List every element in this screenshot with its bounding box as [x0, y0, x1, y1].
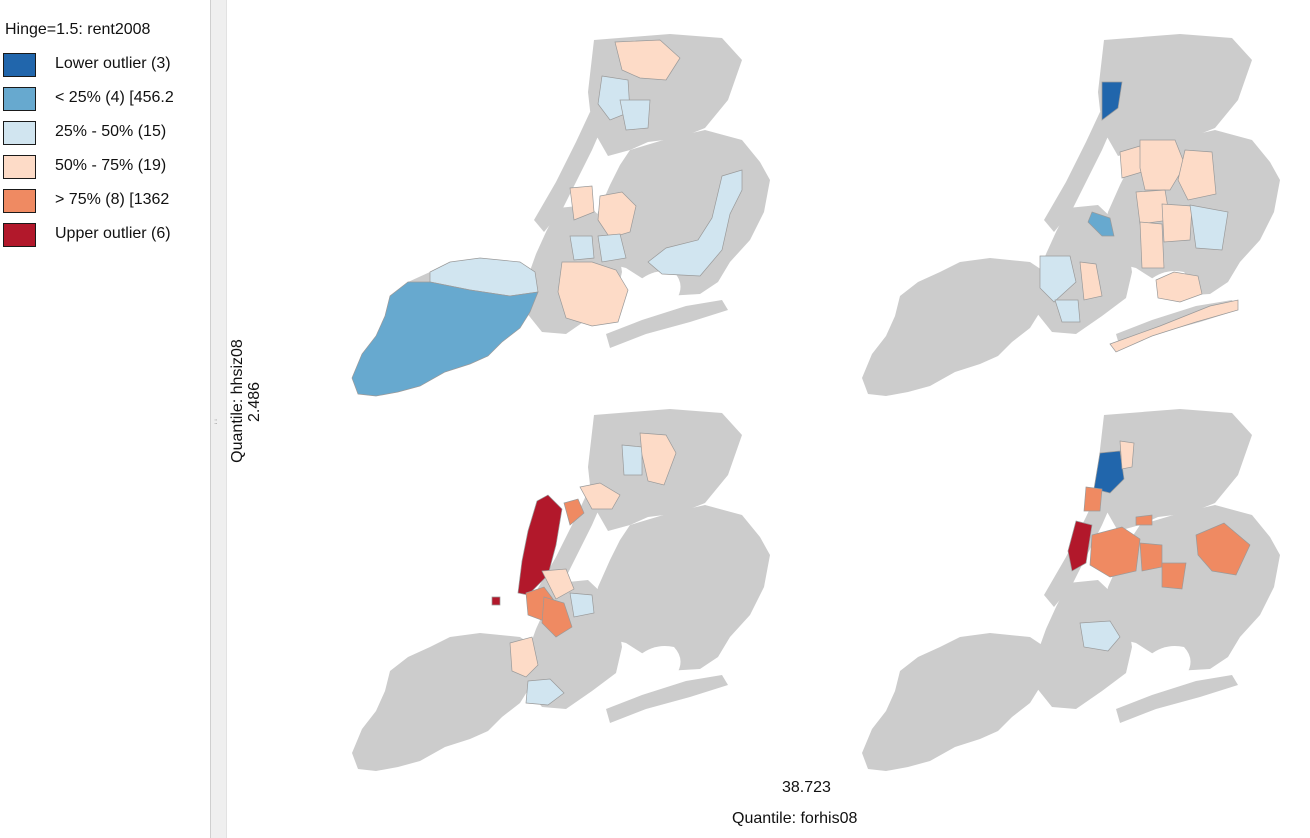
x-axis-label: Quantile: forhis08: [732, 810, 858, 827]
legend-swatch-upper-outlier: [3, 223, 36, 247]
legend-panel: Hinge=1.5: rent2008 Lower outlier (3) < …: [0, 0, 210, 838]
legend-label-lower-outlier: Lower outlier (3): [55, 55, 171, 72]
legend-swatch-lower-outlier: [3, 53, 36, 77]
map-canvas[interactable]: 38.723 Quantile: forhis08 2.486 Quantile…: [227, 0, 1310, 838]
district-bottom-left-11[interactable]: [491, 596, 501, 606]
district-top-right-7[interactable]: [1189, 204, 1229, 251]
district-top-right-12[interactable]: [1109, 299, 1239, 353]
district-bottom-right-1[interactable]: [1119, 440, 1135, 470]
district-top-left-5[interactable]: [569, 185, 595, 221]
district-top-right-6[interactable]: [1161, 203, 1193, 243]
legend-label-above-75: > 75% (8) [1362: [55, 191, 170, 208]
district-bottom-right-4[interactable]: [1089, 526, 1141, 578]
district-top-left-6[interactable]: [597, 191, 637, 239]
district-top-right-9[interactable]: [1039, 255, 1077, 303]
y-axis-label: Quantile: hhsiz08: [229, 339, 246, 463]
district-bottom-left-8[interactable]: [569, 592, 595, 618]
district-bottom-right-8[interactable]: [1195, 522, 1251, 576]
panel-splitter[interactable]: ::: [210, 0, 227, 838]
district-bottom-right-3[interactable]: [1067, 520, 1093, 572]
district-bottom-left-1[interactable]: [563, 498, 585, 526]
map-panel-top-right[interactable]: [862, 34, 1280, 396]
map-panels-svg[interactable]: [227, 0, 1310, 838]
district-bottom-right-6[interactable]: [1161, 562, 1187, 590]
legend-item-25-50[interactable]: 25% - 50% (15): [3, 121, 210, 149]
district-top-right-3[interactable]: [1139, 139, 1186, 191]
district-bottom-right-7[interactable]: [1135, 514, 1153, 526]
district-top-right-13[interactable]: [1155, 271, 1203, 303]
district-top-left-7[interactable]: [597, 233, 627, 263]
district-top-right-0[interactable]: [1101, 81, 1123, 121]
district-bottom-right-2[interactable]: [1083, 486, 1103, 512]
district-top-right-4[interactable]: [1177, 149, 1217, 201]
legend-item-lower-outlier[interactable]: Lower outlier (3): [3, 53, 210, 81]
district-bottom-left-3[interactable]: [621, 444, 643, 476]
legend-swatch-below-25: [3, 87, 36, 111]
district-bottom-right-9[interactable]: [1079, 620, 1121, 652]
district-bottom-left-0[interactable]: [517, 494, 563, 596]
legend-title: Hinge=1.5: rent2008: [5, 21, 151, 38]
y-axis-break-value: 2.486: [246, 381, 263, 423]
district-top-right-1[interactable]: [1087, 211, 1115, 237]
x-axis-break-value: 38.723: [782, 779, 831, 796]
district-bottom-right-5[interactable]: [1139, 542, 1163, 572]
district-bottom-left-2[interactable]: [579, 482, 621, 510]
district-bottom-left-9[interactable]: [509, 636, 539, 678]
splitter-grip-icon: ::: [214, 417, 218, 426]
legend-swatch-25-50: [3, 121, 36, 145]
legend-swatch-above-75: [3, 189, 36, 213]
legend-label-25-50: 25% - 50% (15): [55, 123, 167, 140]
legend-label-50-75: 50% - 75% (19): [55, 157, 167, 174]
district-bottom-left-7[interactable]: [541, 568, 575, 600]
legend-item-above-75[interactable]: > 75% (8) [1362: [3, 189, 210, 217]
district-top-right-8[interactable]: [1139, 221, 1165, 269]
legend-item-below-25[interactable]: < 25% (4) [456.2: [3, 87, 210, 115]
map-panel-top-left[interactable]: [351, 34, 770, 397]
map-panel-bottom-right[interactable]: [862, 409, 1280, 771]
district-bottom-left-4[interactable]: [639, 432, 677, 486]
district-bottom-left-6[interactable]: [541, 596, 573, 638]
district-top-right-2[interactable]: [1119, 145, 1143, 179]
district-top-left-8[interactable]: [569, 235, 595, 261]
legend-item-upper-outlier[interactable]: Upper outlier (6): [3, 223, 210, 251]
district-bottom-right-0[interactable]: [1093, 450, 1125, 494]
district-top-right-10[interactable]: [1054, 299, 1081, 323]
district-top-left-2[interactable]: [614, 39, 681, 81]
district-top-right-11[interactable]: [1079, 261, 1103, 301]
district-top-left-10[interactable]: [647, 169, 743, 277]
legend-label-below-25: < 25% (4) [456.2: [55, 89, 174, 106]
legend-swatch-50-75: [3, 155, 36, 179]
district-top-left-1[interactable]: [351, 281, 539, 397]
nyc-basemap: [862, 409, 1280, 771]
district-top-left-4[interactable]: [619, 99, 651, 131]
district-bottom-left-10[interactable]: [525, 678, 565, 706]
district-top-left-9[interactable]: [557, 261, 629, 327]
map-panel-bottom-left[interactable]: [352, 409, 770, 771]
legend-item-50-75[interactable]: 50% - 75% (19): [3, 155, 210, 183]
legend-label-upper-outlier: Upper outlier (6): [55, 225, 171, 242]
